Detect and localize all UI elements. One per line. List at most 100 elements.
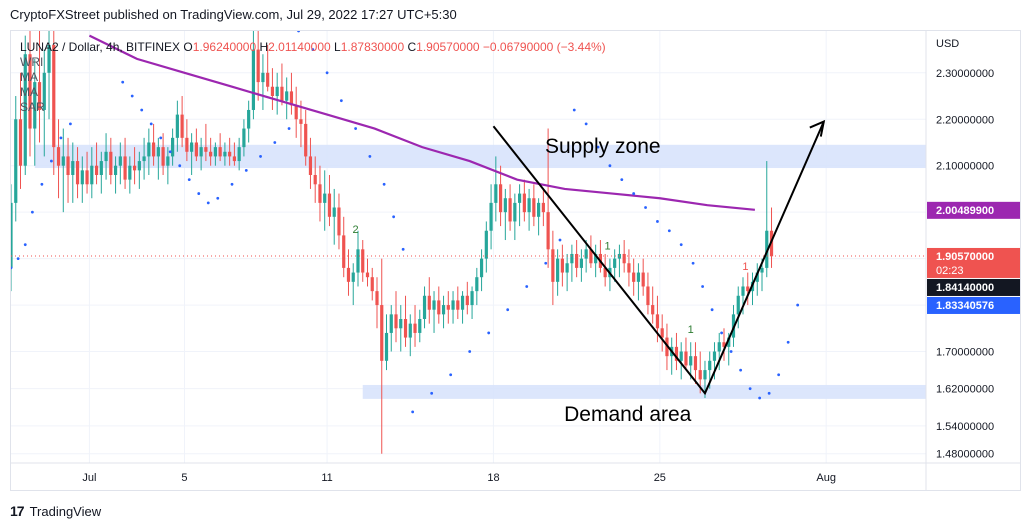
candle-body (42, 72, 46, 110)
candle-body (14, 119, 18, 203)
y-tick-label: 1.54000000 (936, 421, 994, 433)
sar-dot (16, 257, 20, 261)
chart-frame[interactable]: Supply zone Demand area 2 1 1 1 USD 2.30000000… (10, 30, 1021, 491)
count-label: 1 (688, 324, 694, 336)
sar-dot (667, 229, 671, 233)
last-price-countdown: 02:23 (936, 265, 964, 277)
candle-body (470, 291, 474, 306)
candle-body (209, 151, 213, 157)
candle-body (337, 207, 341, 236)
sar-dot (572, 108, 576, 112)
candle-body (636, 272, 641, 282)
candle-body (422, 295, 427, 319)
sar-dot (506, 308, 510, 312)
candle-body (403, 319, 408, 338)
candle-body (674, 346, 679, 361)
candle-body (80, 170, 84, 185)
sar-dot (11, 266, 13, 270)
sar-dot (487, 331, 491, 335)
footer-brand[interactable]: 17 TradingView (10, 503, 101, 519)
candle-body (546, 212, 550, 250)
legend-open-label: O (183, 40, 193, 54)
sar-dot (701, 285, 704, 288)
candle-body (104, 151, 108, 162)
sar-dot (50, 159, 53, 163)
sar-dot (430, 391, 434, 395)
candle-body (693, 356, 698, 371)
candle-body (741, 286, 745, 296)
ma-short-label-text: 1.84140000 (936, 282, 994, 294)
y-tick-label: 1.70000000 (936, 347, 994, 359)
y-tick-label: 1.48000000 (936, 449, 994, 461)
sar-dot (608, 164, 612, 168)
candle-body (460, 295, 465, 310)
currency-label: USD (936, 38, 959, 50)
indicator-wri[interactable]: WRI (20, 55, 44, 69)
demand-area-rect (362, 384, 927, 399)
moving-average (88, 34, 755, 211)
sar-dot (748, 387, 752, 391)
candle-body (218, 147, 222, 157)
annotations: Supply zone Demand area 2 1 1 1 (353, 135, 749, 426)
sar-dot (411, 410, 415, 414)
sar-dot (259, 155, 262, 158)
candle-body (570, 253, 574, 264)
legend-high: 2.01140000 (268, 40, 331, 54)
candle-body (537, 202, 541, 217)
indicator-sar[interactable]: SAR (20, 100, 45, 114)
candle-body (503, 198, 507, 213)
sar-dot (644, 206, 647, 209)
legend-change: −0.06790000 (−3.44%) (482, 40, 606, 54)
sar-dot (767, 391, 771, 395)
candle-body (498, 184, 503, 213)
sar-dot (187, 178, 191, 182)
candle-body (717, 342, 721, 352)
candle-body (698, 370, 702, 380)
candle-body (28, 54, 32, 129)
candle-body (489, 202, 493, 231)
candle-body (394, 314, 398, 329)
legend-symbol[interactable]: LUNA2 / Dollar, 4h, BITFINEX (20, 40, 181, 54)
candle-body (380, 305, 384, 361)
candle-body (285, 91, 289, 101)
candle-body (171, 137, 175, 157)
ma-long-label-text: 2.00489900 (936, 205, 994, 217)
sar-dot (287, 127, 291, 130)
sar-dot (121, 80, 125, 84)
candle-body (75, 161, 80, 185)
candle-body (161, 147, 165, 166)
tradingview-logo-icon: 17 (10, 503, 25, 519)
candle-body (318, 184, 322, 203)
sar-dot (632, 192, 636, 195)
sar-dot (197, 192, 201, 195)
candle-body (551, 249, 555, 282)
candle-body (132, 165, 137, 171)
indicator-ma-2[interactable]: MA (20, 85, 38, 99)
candle-body (99, 161, 103, 175)
candle-body (33, 82, 37, 129)
sar-dot (392, 215, 396, 219)
count-label: 1 (742, 261, 748, 273)
candle-body (304, 123, 308, 157)
sar-dot (244, 168, 248, 172)
sar-dot (168, 150, 172, 154)
sar-dot (558, 238, 562, 242)
candle-body (289, 91, 294, 106)
publisher-line: CryptoFXStreet published on TradingView.… (10, 7, 457, 22)
candle-body (194, 142, 198, 157)
candle-body (180, 114, 184, 138)
candle-body (646, 286, 650, 306)
candle-body (261, 72, 265, 83)
candle-body (365, 272, 370, 278)
sar-dot (401, 247, 405, 251)
candle-body (517, 193, 522, 203)
chart-legend: LUNA2 / Dollar, 4h, BITFINEX O1.96240000… (20, 40, 606, 115)
candle-body (589, 249, 593, 264)
candle-body (465, 295, 469, 306)
indicator-ma-1[interactable]: MA (20, 70, 38, 84)
sar-dot (729, 350, 733, 353)
candle-body (356, 249, 360, 273)
candle-body (56, 147, 61, 166)
sar-dot (178, 164, 182, 168)
